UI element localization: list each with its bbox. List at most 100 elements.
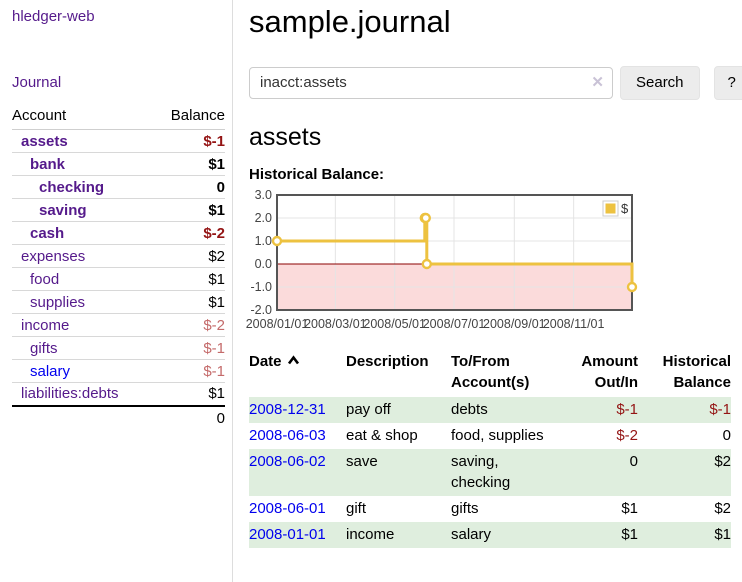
- account-row: salary $-1: [12, 359, 225, 383]
- account-link[interactable]: assets: [21, 132, 68, 150]
- sidebar: hledger-web Journal Account Balance asse…: [0, 0, 233, 582]
- description-column-header: Description: [346, 353, 429, 371]
- transaction-amount: $-1: [616, 400, 638, 418]
- data-point-marker: [421, 259, 433, 270]
- svg-text:2008/03/01: 2008/03/01: [304, 317, 367, 331]
- historical-balance-chart: 3.0 2.0 1.0 0.0 -1.0 -2.0 2008/01/01 2008/03/01…: [246, 187, 742, 337]
- main-content: sample.journal ✕ Search ? assets Histori…: [233, 0, 742, 582]
- account-link[interactable]: food: [30, 270, 60, 288]
- register-row: 2008-01-01 income salary $1 $1: [249, 522, 731, 549]
- account-link[interactable]: checking: [39, 178, 105, 196]
- transaction-amount: $1: [621, 526, 638, 544]
- transaction-accounts: salary: [451, 526, 492, 544]
- search-bar: ✕ Search ?: [249, 65, 742, 100]
- transaction-description: eat & shop: [346, 427, 418, 445]
- balance-column-header-main: Historical Balance: [662, 353, 731, 391]
- register-table: Date Description To/From Account(s) Amou…: [249, 350, 731, 549]
- account-row: liabilities:debts $1: [12, 382, 225, 406]
- transaction-accounts: food, supplies: [451, 427, 544, 445]
- transaction-date-link[interactable]: 2008-06-03: [249, 427, 326, 445]
- account-row: checking 0: [12, 175, 225, 199]
- svg-text:2008/07/01: 2008/07/01: [423, 317, 486, 331]
- data-point-marker: [626, 282, 638, 293]
- svg-text:2008/01/01: 2008/01/01: [246, 317, 309, 331]
- help-button[interactable]: ?: [713, 65, 742, 100]
- account-heading: assets: [249, 122, 322, 151]
- clear-search-icon[interactable]: ✕: [591, 73, 604, 91]
- transaction-date-link[interactable]: 2008-06-02: [249, 453, 326, 471]
- transaction-date-link[interactable]: 2008-01-01: [249, 526, 326, 544]
- amount-column-header: Amount Out/In: [581, 353, 638, 391]
- register-row: 2008-12-31 pay off debts $-1 $-1: [249, 396, 731, 424]
- accounts-table: Account Balance assets $-1 bank $1 checking 0…: [12, 105, 225, 429]
- svg-text:2008/05/01: 2008/05/01: [363, 317, 426, 331]
- account-link[interactable]: salary: [30, 362, 71, 380]
- svg-text:2.0: 2.0: [255, 211, 272, 225]
- transaction-description: income: [346, 526, 395, 544]
- account-link[interactable]: gifts: [30, 339, 58, 357]
- account-link[interactable]: expenses: [21, 247, 86, 265]
- svg-text:0.0: 0.0: [255, 257, 272, 271]
- account-balance: $1: [153, 198, 225, 222]
- transaction-balance: 0: [722, 427, 731, 445]
- register-row: 2008-06-03 eat & shop food, supplies $-2 0: [249, 423, 731, 449]
- legend-swatch-icon: [605, 203, 616, 214]
- account-balance: $1: [153, 382, 225, 406]
- account-balance: $-1: [153, 336, 225, 360]
- page-title: sample.journal: [249, 4, 451, 39]
- transaction-accounts: debts: [451, 400, 488, 418]
- transaction-description: gift: [346, 499, 367, 517]
- account-link[interactable]: cash: [30, 224, 65, 242]
- account-balance: $-1: [203, 132, 225, 150]
- legend-label: $: [621, 201, 629, 216]
- account-row: income $-2: [12, 313, 225, 337]
- accounts-table-header: Account Balance: [12, 105, 225, 130]
- account-row: assets $-1: [12, 130, 225, 153]
- account-balance: $-1: [153, 359, 225, 383]
- transaction-date-link[interactable]: 2008-06-01: [249, 499, 326, 517]
- register-header-row: Date Description To/From Account(s) Amou…: [249, 350, 731, 397]
- transaction-balance: $2: [714, 453, 731, 471]
- transaction-date-link[interactable]: 2008-12-31: [249, 400, 326, 418]
- account-link[interactable]: income: [21, 316, 70, 334]
- transaction-description: pay off: [346, 400, 391, 418]
- chart-svg: 3.0 2.0 1.0 0.0 -1.0 -2.02008/01/012008/03/01…: [246, 188, 638, 331]
- register-row: 2008-06-01 gift gifts $1 $2: [249, 496, 731, 522]
- transaction-description: save: [346, 453, 378, 471]
- data-point-marker: [271, 236, 283, 247]
- account-row: gifts $-1: [12, 336, 225, 360]
- date-column-header[interactable]: Date: [249, 350, 346, 397]
- account-balance: $1: [153, 152, 225, 176]
- account-balance: $-2: [153, 313, 225, 337]
- chart-legend: $: [602, 200, 629, 217]
- sidebar-item-journal[interactable]: Journal: [12, 74, 62, 91]
- accounts-total-row: 0: [12, 404, 225, 429]
- transaction-amount: $1: [621, 499, 638, 517]
- account-balance: $2: [153, 244, 225, 268]
- account-column-header: Account: [12, 105, 154, 130]
- accounts-total-value: 0: [153, 404, 225, 429]
- transaction-accounts: saving, checking: [451, 453, 511, 491]
- account-balance: $1: [153, 290, 225, 314]
- account-row: cash $-2: [12, 221, 225, 245]
- account-link[interactable]: bank: [30, 155, 66, 173]
- transaction-accounts: gifts: [451, 499, 479, 517]
- plot-border: [276, 194, 633, 312]
- search-button[interactable]: Search: [620, 65, 700, 100]
- account-row: bank $1: [12, 152, 225, 176]
- brand-link[interactable]: hledger-web: [12, 8, 95, 25]
- transaction-balance: $2: [714, 499, 731, 517]
- svg-text:1.0: 1.0: [255, 234, 272, 248]
- transaction-balance: $-1: [709, 400, 731, 418]
- chart-title: Historical Balance:: [249, 166, 385, 184]
- account-link[interactable]: supplies: [30, 293, 86, 311]
- account-row: food $1: [12, 267, 225, 291]
- svg-text:3.0: 3.0: [255, 188, 272, 202]
- account-link[interactable]: liabilities:debts: [21, 385, 119, 403]
- svg-text:2008/11/01: 2008/11/01: [543, 317, 605, 331]
- account-row: supplies $1: [12, 290, 225, 314]
- account-link[interactable]: saving: [39, 201, 87, 219]
- search-input[interactable]: [249, 66, 613, 99]
- account-balance: 0: [153, 175, 225, 199]
- accounts-column-header: To/From Account(s): [451, 353, 530, 391]
